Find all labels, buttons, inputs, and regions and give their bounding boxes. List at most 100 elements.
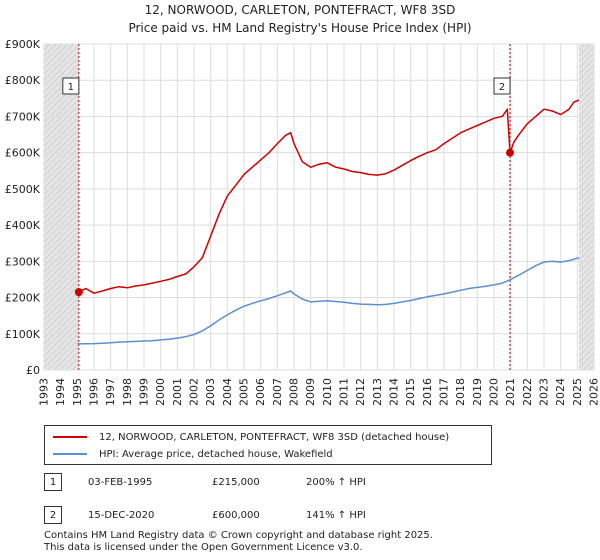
hatch-line bbox=[578, 100, 595, 117]
legend-swatch-hpi bbox=[53, 453, 87, 455]
x-tick-label: 2008 bbox=[288, 378, 301, 406]
hatch-line bbox=[578, 334, 595, 351]
hatch-line bbox=[43, 302, 80, 339]
hatch-line bbox=[47, 338, 80, 371]
annotation-number: 2 bbox=[44, 506, 62, 524]
x-tick-label: 1996 bbox=[88, 378, 101, 406]
hatch-line bbox=[578, 76, 595, 93]
hatch-line bbox=[43, 176, 80, 213]
hatch-line bbox=[43, 272, 80, 309]
hatch-line bbox=[578, 250, 595, 267]
hatch-line bbox=[578, 292, 595, 309]
hatch-line bbox=[43, 206, 80, 243]
hatch-line bbox=[578, 124, 595, 141]
sale-point bbox=[74, 288, 83, 297]
hatch-line bbox=[43, 43, 75, 75]
hatch-line bbox=[578, 280, 595, 297]
annotation-row-2: 2 15-DEC-2020 £600,000 141% ↑ HPI bbox=[44, 505, 366, 525]
hatch-line bbox=[578, 226, 595, 243]
hatch-line bbox=[578, 256, 595, 273]
hatch-line bbox=[578, 172, 595, 189]
x-tick-label: 2016 bbox=[421, 378, 434, 406]
sale-label-number: 2 bbox=[499, 82, 505, 93]
chart-subtitle: Price paid vs. HM Land Registry's House … bbox=[128, 21, 472, 35]
hatch-line bbox=[578, 118, 595, 135]
hatch-line bbox=[578, 142, 595, 159]
hatch-line bbox=[578, 352, 595, 369]
hatch-line bbox=[578, 274, 595, 291]
x-tick-label: 2003 bbox=[204, 378, 217, 406]
sale-point bbox=[506, 148, 514, 157]
hatch-line bbox=[578, 178, 595, 195]
legend-item-hpi: HPI: Average price, detached house, Wake… bbox=[53, 446, 333, 462]
sale-label-number: 1 bbox=[68, 82, 74, 93]
hatch-line bbox=[578, 214, 595, 231]
hatch-line bbox=[578, 43, 592, 57]
hatch-line bbox=[578, 262, 595, 279]
y-tick-label: £500K bbox=[5, 183, 41, 196]
x-tick-label: 2020 bbox=[488, 378, 501, 406]
y-tick-label: £100K bbox=[5, 328, 41, 341]
hatch-line bbox=[43, 200, 80, 237]
hatch-line bbox=[43, 326, 80, 363]
hatch-line bbox=[578, 58, 595, 75]
hatch-line bbox=[43, 43, 57, 57]
sale-label-box bbox=[493, 77, 511, 95]
x-tick-label: 2014 bbox=[388, 378, 401, 406]
hatch-line bbox=[43, 278, 80, 315]
x-tick-label: 2026 bbox=[588, 378, 600, 406]
hatch-line bbox=[43, 44, 80, 81]
hatch-line bbox=[578, 322, 595, 339]
hatch-line bbox=[43, 260, 80, 297]
x-tick-label: 2019 bbox=[471, 378, 484, 406]
hatch-line bbox=[43, 68, 80, 105]
hatch-line bbox=[43, 194, 80, 231]
x-tick-label: 2005 bbox=[238, 378, 251, 406]
legend-item-property: 12, NORWOOD, CARLETON, PONTEFRACT, WF8 3… bbox=[53, 429, 449, 445]
hatch-line bbox=[43, 140, 80, 177]
hatch-line bbox=[43, 152, 80, 189]
hatch-line bbox=[578, 52, 595, 69]
hatch-line bbox=[578, 268, 595, 285]
hatch-line bbox=[59, 350, 80, 371]
sale-label-box bbox=[62, 77, 80, 95]
hatch-line bbox=[43, 236, 80, 273]
annotation-price: £215,000 bbox=[212, 476, 260, 488]
footer-licence: This data is licensed under the Open Gov… bbox=[44, 542, 363, 553]
x-tick-label: 2017 bbox=[438, 378, 451, 406]
x-tick-label: 1994 bbox=[54, 378, 67, 406]
legend-label-hpi: HPI: Average price, detached house, Wake… bbox=[99, 448, 333, 460]
x-tick-label: 2024 bbox=[554, 378, 567, 406]
x-tick-label: 1998 bbox=[121, 378, 134, 406]
hatch-line bbox=[578, 46, 595, 63]
y-tick-label: £300K bbox=[5, 255, 41, 268]
x-tick-label: 2015 bbox=[404, 378, 417, 406]
hatch-line bbox=[578, 244, 595, 261]
x-tick-label: 1999 bbox=[138, 378, 151, 406]
hatch-line bbox=[578, 106, 595, 123]
x-tick-label: 2007 bbox=[271, 378, 284, 406]
hatch-line bbox=[578, 88, 595, 105]
x-tick-label: 2004 bbox=[221, 378, 234, 406]
hatch-line bbox=[43, 320, 80, 357]
hatch-line bbox=[578, 94, 595, 111]
series-line-property bbox=[78, 99, 580, 294]
legend: 12, NORWOOD, CARLETON, PONTEFRACT, WF8 3… bbox=[44, 425, 492, 465]
hatch-line bbox=[43, 56, 80, 93]
y-tick-label: £800K bbox=[5, 74, 41, 87]
hatch-line bbox=[43, 43, 69, 69]
hatch-line bbox=[43, 266, 80, 303]
x-tick-label: 1993 bbox=[38, 378, 51, 406]
x-axis-ticks: 1993 1994 1995 1996 1997 1998 1999 2000 2001 2002… bbox=[38, 378, 600, 406]
x-tick-label: 2006 bbox=[254, 378, 267, 406]
hatch-line bbox=[578, 136, 595, 153]
hatch-line bbox=[578, 196, 595, 213]
hatch-line bbox=[578, 70, 595, 87]
hatch-line bbox=[578, 160, 595, 177]
hatch-line bbox=[43, 332, 80, 369]
annotation-date: 03-FEB-1995 bbox=[88, 476, 153, 488]
hatch-line bbox=[43, 212, 80, 249]
x-tick-label: 2000 bbox=[154, 378, 167, 406]
hatch-line bbox=[578, 328, 595, 345]
hatch-line bbox=[43, 43, 63, 63]
